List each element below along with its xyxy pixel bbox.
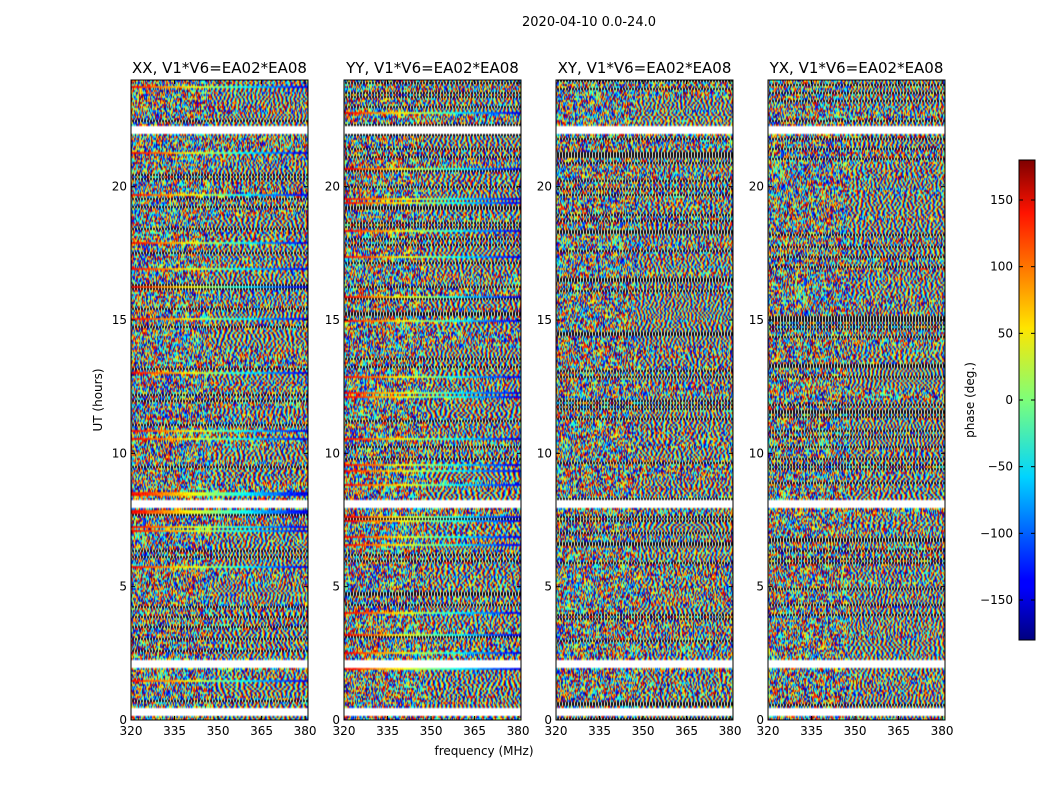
x-tick-label: 320 (333, 724, 356, 738)
x-tick-label: 380 (294, 724, 317, 738)
panels: XX, V1*V6=EA02*EA08 320 335 350 365 380 0 5 10 15… (112, 59, 954, 738)
y-tick-label: 15 (749, 313, 764, 327)
x-tick-label: 350 (632, 724, 655, 738)
x-tick-label: 365 (463, 724, 486, 738)
panel-title: YX, V1*V6=EA02*EA08 (769, 59, 944, 77)
panel-frame (343, 79, 522, 721)
colorbar-tick-label: 150 (990, 193, 1013, 207)
x-tick-label: 365 (250, 724, 273, 738)
x-tick-label: 320 (120, 724, 143, 738)
phase-heatmap (556, 80, 733, 720)
y-tick-label: 10 (325, 446, 340, 460)
y-tick-label: 5 (119, 580, 127, 594)
panel-frame (555, 79, 734, 721)
colorbar-tick-label: 0 (1005, 393, 1013, 407)
y-tick-label: 10 (112, 446, 127, 460)
x-tick-label: 365 (675, 724, 698, 738)
y-tick-label: 20 (325, 180, 340, 194)
panel-title: XY, V1*V6=EA02*EA08 (558, 59, 732, 77)
x-tick-label: 350 (207, 724, 230, 738)
x-tick-label: 380 (507, 724, 530, 738)
y-tick-label: 5 (332, 580, 340, 594)
panel-frame (130, 79, 309, 721)
colorbar-ticks: 150 100 50 0 −50 −100 −150 (980, 193, 1035, 607)
x-tick-label: 335 (800, 724, 823, 738)
panel-frame (767, 79, 946, 721)
colorbar-tick-label: 100 (990, 260, 1013, 274)
x-tick-label: 380 (931, 724, 954, 738)
colorbar-label: phase (deg.) (963, 362, 977, 438)
y-tick-label: 10 (749, 446, 764, 460)
y-tick-label: 15 (325, 313, 340, 327)
x-tick-label: 320 (545, 724, 568, 738)
y-tick-label: 0 (544, 713, 552, 727)
colorbar-tick-label: −100 (980, 526, 1013, 540)
colorbar: 150 100 50 0 −50 −100 −150 phase (deg.) (963, 159, 1036, 641)
phase-heatmap (768, 80, 945, 720)
x-tick-label: 350 (420, 724, 443, 738)
panel-title: YY, V1*V6=EA02*EA08 (345, 59, 519, 77)
panel-2: YY, V1*V6=EA02*EA08 320 335 350 365 380 0 5 10 15… (325, 59, 530, 738)
y-tick-label: 20 (537, 180, 552, 194)
panel-1: XX, V1*V6=EA02*EA08 320 335 350 365 380 0 5 10 15… (112, 59, 317, 738)
y-tick-label: 5 (544, 580, 552, 594)
y-tick-label: 20 (112, 180, 127, 194)
colorbar-tick-label: 50 (998, 326, 1013, 340)
x-tick-label: 365 (887, 724, 910, 738)
panel-4: YX, V1*V6=EA02*EA08 320 335 350 365 380 0 5 10 15… (749, 59, 954, 738)
colorbar-tick-label: −50 (988, 460, 1013, 474)
y-tick-label: 0 (119, 713, 127, 727)
y-axis-label: UT (hours) (91, 368, 105, 431)
colorbar-tick-label: −150 (980, 593, 1013, 607)
panel-3: XY, V1*V6=EA02*EA08 320 335 350 365 380 0 5 10 15… (537, 59, 742, 738)
x-tick-label: 335 (588, 724, 611, 738)
figure-suptitle: 2020-04-10 0.0-24.0 (522, 15, 656, 30)
y-tick-label: 20 (749, 180, 764, 194)
x-tick-label: 320 (757, 724, 780, 738)
y-tick-label: 5 (756, 580, 764, 594)
y-tick-label: 10 (537, 446, 552, 460)
panel-title: XX, V1*V6=EA02*EA08 (132, 59, 307, 77)
y-tick-label: 0 (332, 713, 340, 727)
phase-heatmap (131, 80, 308, 720)
x-tick-label: 350 (844, 724, 867, 738)
y-tick-label: 0 (756, 713, 764, 727)
x-tick-label: 335 (376, 724, 399, 738)
x-tick-label: 335 (163, 724, 186, 738)
x-axis-label: frequency (MHz) (434, 744, 533, 758)
phase-heatmap (344, 80, 521, 720)
y-tick-label: 15 (537, 313, 552, 327)
x-tick-label: 380 (719, 724, 742, 738)
y-tick-label: 15 (112, 313, 127, 327)
